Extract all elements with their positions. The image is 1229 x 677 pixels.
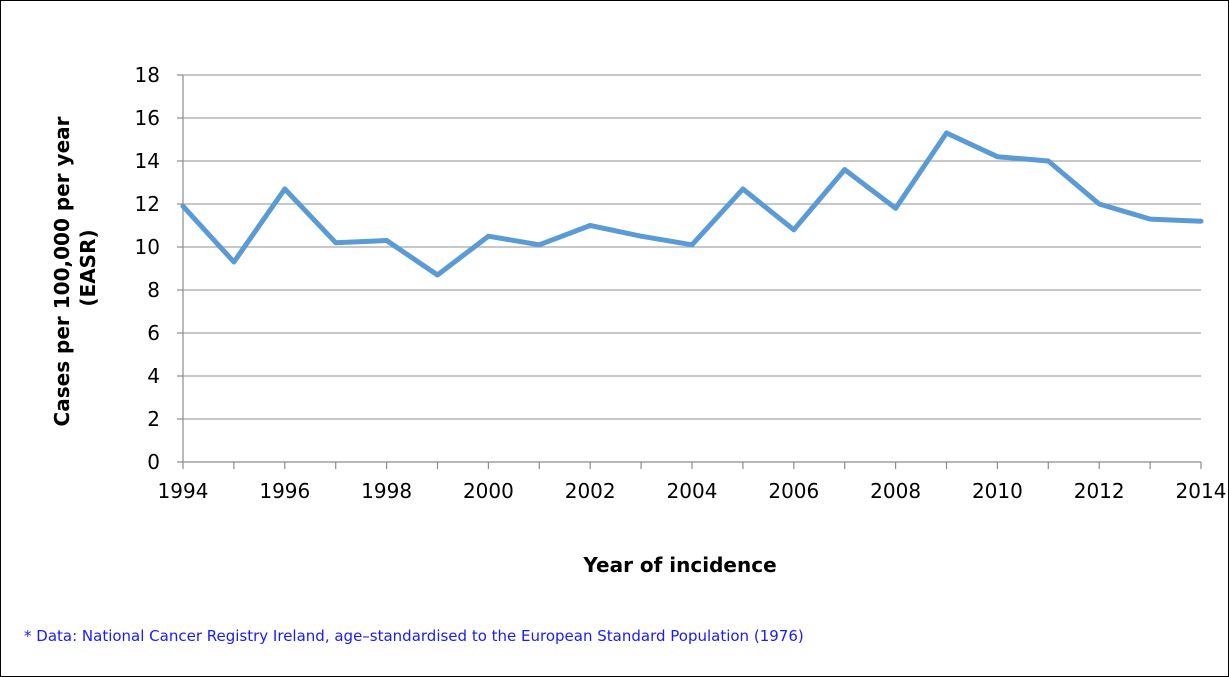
y-tick-label: 18 (135, 63, 160, 87)
data-point (740, 186, 746, 192)
data-point (1045, 158, 1051, 164)
data-point (689, 242, 695, 248)
data-point (893, 205, 898, 211)
y-tick-label: 8 (147, 278, 160, 302)
data-point (536, 242, 542, 248)
x-tick-label: 2014 (1176, 479, 1227, 503)
data-point (944, 130, 949, 136)
data-source-footnote: * Data: National Cancer Registry Ireland… (24, 627, 804, 645)
y-tick-label: 4 (147, 364, 160, 388)
y-tick-label: 12 (135, 192, 160, 216)
data-point (435, 272, 440, 278)
data-point (1096, 201, 1102, 207)
y-axis-title-line1: Cases per 100,000 per year (50, 116, 74, 426)
y-tick-label: 2 (147, 407, 160, 431)
y-axis-title: Cases per 100,000 per year (EASR) (50, 110, 100, 427)
x-axis-title: Year of incidence (582, 553, 776, 577)
x-tick-label: 1996 (259, 479, 310, 503)
y-tick-label: 14 (135, 149, 160, 173)
data-point (1147, 216, 1153, 222)
data-point (587, 223, 593, 228)
data-point (842, 167, 848, 173)
y-tick-label: 10 (135, 235, 160, 259)
x-tick-label: 2006 (768, 479, 819, 503)
x-tick-label: 2010 (972, 479, 1023, 503)
y-tick-labels: 0 2 4 6 8 10 12 14 16 18 (135, 63, 160, 474)
y-tick-label: 16 (135, 106, 160, 130)
data-point (282, 186, 288, 192)
data-point (995, 154, 1000, 160)
x-tick-label: 2012 (1074, 479, 1125, 503)
x-tick-label: 1994 (158, 479, 209, 503)
y-tick-label: 0 (147, 450, 160, 474)
data-point (1198, 218, 1204, 224)
axes (177, 74, 1202, 469)
x-tick-label: 2004 (667, 479, 718, 503)
data-point (384, 238, 389, 243)
x-tick-labels: 1994 1996 1998 2000 2002 2004 2006 2008 2010 2012… (158, 479, 1227, 503)
y-tick-label: 6 (147, 321, 160, 345)
x-tick-label: 1998 (361, 479, 412, 503)
x-tick-label: 2008 (870, 479, 921, 503)
data-point (231, 259, 237, 265)
data-point (486, 233, 491, 239)
y-axis-title-line2: (EASR) (76, 229, 100, 306)
data-point (638, 233, 644, 239)
series-group (180, 130, 1204, 278)
data-point (333, 240, 339, 246)
x-tick-label: 2000 (463, 479, 514, 503)
data-point (180, 203, 186, 209)
data-point (791, 227, 797, 233)
x-tick-label: 2002 (565, 479, 616, 503)
